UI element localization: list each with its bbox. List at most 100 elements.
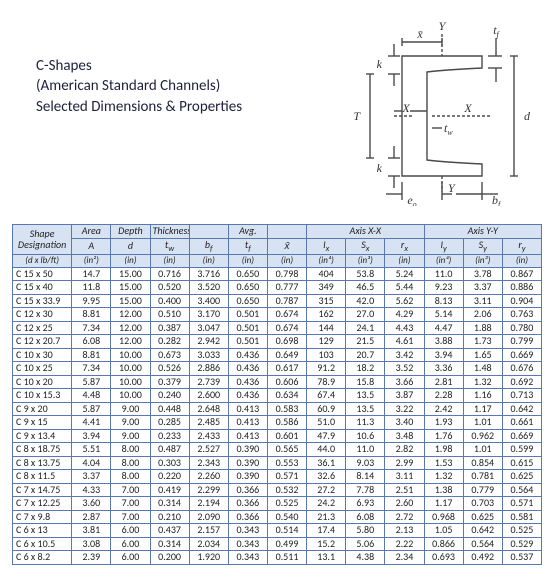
value-cell: 9.95 xyxy=(72,294,111,308)
value-cell: 0.511 xyxy=(267,551,306,565)
table-row: C 7 x 12.253.607.000.3142.1940.3660.5252… xyxy=(13,497,542,511)
value-cell: 2.99 xyxy=(385,456,424,470)
group-header xyxy=(267,225,306,239)
group-header xyxy=(189,225,228,239)
label-x-left: X xyxy=(401,101,410,115)
label-y-top: Y xyxy=(439,19,447,33)
value-cell: 0.553 xyxy=(267,456,306,470)
symbol-header: x̄ xyxy=(267,238,306,255)
title-block: C-Shapes (American Standard Channels) Se… xyxy=(12,16,282,117)
value-cell: 14.7 xyxy=(72,267,111,281)
value-cell: 1.05 xyxy=(424,524,463,538)
value-cell: 10.6 xyxy=(346,429,385,443)
value-cell: 53.8 xyxy=(346,267,385,281)
value-cell: 5.87 xyxy=(72,402,111,416)
value-cell: 1.73 xyxy=(463,335,502,349)
value-cell: 2.942 xyxy=(189,335,228,349)
designation-cell: C 7 x 14.75 xyxy=(13,483,72,497)
value-cell: 0.676 xyxy=(502,362,541,376)
value-cell: 0.448 xyxy=(150,402,189,416)
value-cell: 3.716 xyxy=(189,267,228,281)
value-cell: 2.72 xyxy=(385,510,424,524)
group-header: Thickness xyxy=(150,225,189,239)
unit-row: (d x lb/ft)(in²)(in)(in)(in)(in)(in)(in⁴… xyxy=(13,255,542,267)
value-cell: 11.0 xyxy=(424,267,463,281)
value-cell: 1.76 xyxy=(424,429,463,443)
value-cell: 3.78 xyxy=(463,267,502,281)
value-cell: 4.33 xyxy=(72,483,111,497)
group-header: ShapeDesignation xyxy=(13,225,72,255)
value-cell: 9.00 xyxy=(111,402,150,416)
symbol-header: bf xyxy=(189,238,228,255)
table-row: C 12 x 20.76.0812.000.2822.9420.5010.698… xyxy=(13,335,542,349)
value-cell: 3.87 xyxy=(385,389,424,403)
value-cell: 0.343 xyxy=(228,537,267,551)
value-cell: 0.625 xyxy=(502,470,541,484)
value-cell: 3.08 xyxy=(72,537,111,551)
value-cell: 3.36 xyxy=(424,362,463,376)
value-cell: 2.157 xyxy=(189,524,228,538)
value-cell: 1.98 xyxy=(424,443,463,457)
value-cell: 3.11 xyxy=(385,470,424,484)
table-row: C 15 x 33.99.9515.000.4003.4000.6500.787… xyxy=(13,294,542,308)
value-cell: 5.24 xyxy=(385,267,424,281)
group-header: Area xyxy=(72,225,111,239)
designation-cell: C 12 x 20.7 xyxy=(13,335,72,349)
value-cell: 91.2 xyxy=(307,362,346,376)
value-cell: 0.703 xyxy=(463,497,502,511)
value-cell: 0.615 xyxy=(502,456,541,470)
value-cell: 0.419 xyxy=(150,483,189,497)
value-cell: 0.669 xyxy=(502,348,541,362)
symbol-header: A xyxy=(72,238,111,255)
value-cell: 8.00 xyxy=(111,443,150,457)
value-cell: 0.413 xyxy=(228,402,267,416)
table-head: ShapeDesignationAreaDepthThicknessAvg.Ax… xyxy=(13,225,542,268)
title-line-3: Selected Dimensions & Properties xyxy=(36,97,282,117)
value-cell: 2.13 xyxy=(385,524,424,538)
value-cell: 7.00 xyxy=(111,497,150,511)
symbol-row: Adtwbftfx̄IxSxrxIySyry xyxy=(13,238,542,255)
value-cell: 0.343 xyxy=(228,524,267,538)
value-cell: 162 xyxy=(307,308,346,322)
value-cell: 3.94 xyxy=(72,429,111,443)
value-cell: 0.240 xyxy=(150,389,189,403)
value-cell: 1.01 xyxy=(463,416,502,430)
title-line-2: (American Standard Channels) xyxy=(36,76,282,96)
designation-cell: C 8 x 13.75 xyxy=(13,456,72,470)
value-cell: 3.42 xyxy=(385,348,424,362)
value-cell: 2.433 xyxy=(189,429,228,443)
value-cell: 21.3 xyxy=(307,510,346,524)
value-cell: 15.00 xyxy=(111,281,150,295)
value-cell: 51.0 xyxy=(307,416,346,430)
value-cell: 0.854 xyxy=(463,456,502,470)
value-cell: 1.01 xyxy=(463,443,502,457)
table-row: C 10 x 15.34.4810.000.2402.6000.4360.634… xyxy=(13,389,542,403)
value-cell: 27.0 xyxy=(346,308,385,322)
value-cell: 0.525 xyxy=(502,524,541,538)
value-cell: 78.9 xyxy=(307,375,346,389)
value-cell: 24.1 xyxy=(346,321,385,335)
designation-cell: C 8 x 11.5 xyxy=(13,470,72,484)
value-cell: 6.00 xyxy=(111,537,150,551)
value-cell: 2.739 xyxy=(189,375,228,389)
table-row: C 12 x 257.3412.000.3873.0470.5010.67414… xyxy=(13,321,542,335)
table-body: C 15 x 5014.715.000.7163.7160.6500.79840… xyxy=(13,267,542,564)
unit-header: (in) xyxy=(502,255,541,267)
value-cell: 0.642 xyxy=(463,524,502,538)
value-cell: 0.962 xyxy=(463,429,502,443)
table-row: C 6 x 10.53.086.000.3142.0340.3430.49915… xyxy=(13,537,542,551)
value-cell: 0.713 xyxy=(502,389,541,403)
designation-cell: C 12 x 25 xyxy=(13,321,72,335)
value-cell: 0.501 xyxy=(228,321,267,335)
value-cell: 4.38 xyxy=(346,551,385,565)
value-cell: 2.60 xyxy=(385,497,424,511)
unit-header: (in⁴) xyxy=(424,255,463,267)
value-cell: 7.00 xyxy=(111,483,150,497)
value-cell: 0.540 xyxy=(267,510,306,524)
value-cell: 0.650 xyxy=(228,281,267,295)
value-cell: 0.581 xyxy=(502,510,541,524)
value-cell: 0.673 xyxy=(150,348,189,362)
channel-diagram: Y Y x̄ tf k k T X X xyxy=(292,16,542,206)
value-cell: 9.23 xyxy=(424,281,463,295)
label-T: T xyxy=(353,109,361,123)
